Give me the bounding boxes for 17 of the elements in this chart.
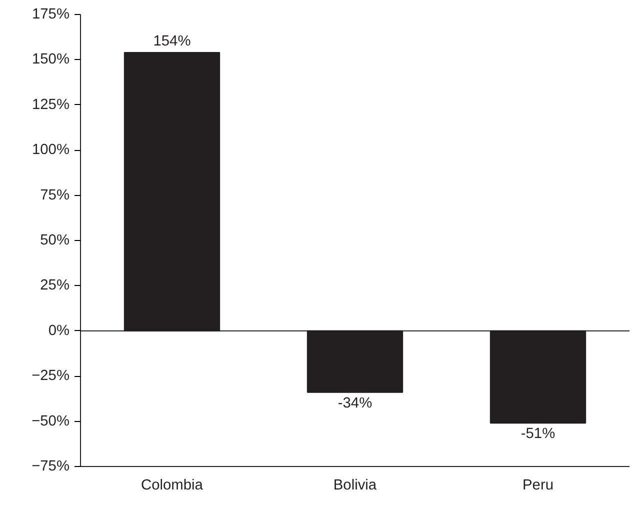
y-tick-label: 100% xyxy=(32,142,70,158)
data-label: 154% xyxy=(153,33,191,50)
y-tick-label: −75% xyxy=(32,458,70,474)
data-label: -34% xyxy=(338,395,372,412)
data-label: -51% xyxy=(520,426,556,442)
x-tick-label: Colombia xyxy=(141,478,204,494)
x-tick-label: Bolivia xyxy=(333,478,378,494)
y-tick-label: 75% xyxy=(40,187,70,204)
y-tick-label: 175% xyxy=(32,6,70,22)
x-tick-label: Peru xyxy=(522,478,554,494)
y-tick-label: 0% xyxy=(48,322,70,339)
y-tick-label: 50% xyxy=(40,232,70,248)
y-tick-label: 150% xyxy=(32,52,70,68)
y-tick-label: 125% xyxy=(32,96,70,113)
y-tick-label: −25% xyxy=(32,368,70,384)
y-tick-label: 25% xyxy=(40,278,70,294)
y-tick-label: −50% xyxy=(32,413,70,430)
